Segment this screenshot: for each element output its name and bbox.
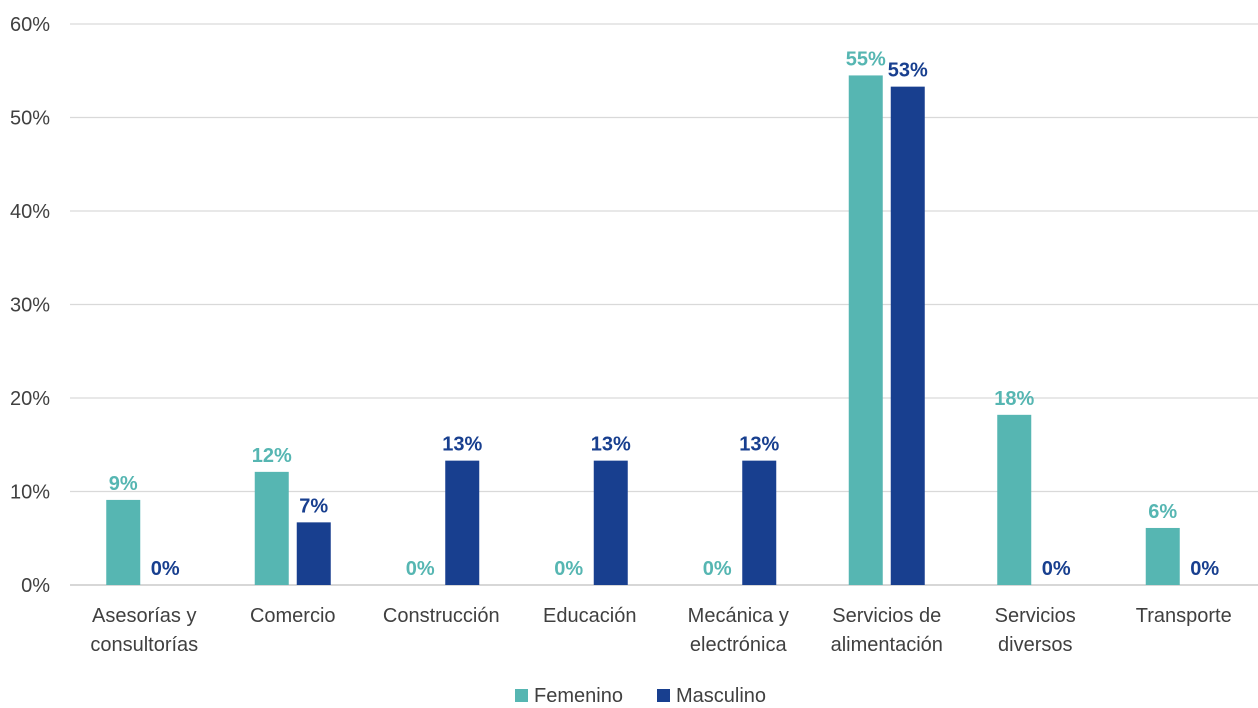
x-axis-categories: Asesorías y consultorías Comercio Construcc…	[90, 605, 1231, 656]
x-category-label: Comercio	[250, 605, 336, 627]
bar-femenino	[106, 499, 141, 585]
data-label-femenino: 9%	[109, 473, 138, 495]
legend-item-masculino: Masculino	[657, 685, 766, 707]
x-category-label: Transporte	[1136, 605, 1232, 627]
bar-femenino	[997, 414, 1032, 585]
data-labels: 9% 0% 12% 7% 0% 13% 0% 13% 0% 13% 55%53% 18% 0% 6% 0%	[109, 48, 1220, 580]
bar-masculino	[593, 460, 628, 585]
data-label-masculino: 13%	[442, 434, 482, 456]
y-tick-label: 20%	[10, 388, 50, 410]
bar-masculino	[890, 86, 925, 586]
data-label-masculino: 0%	[1042, 558, 1071, 580]
y-tick-label: 60%	[10, 14, 50, 36]
y-tick-label: 50%	[10, 108, 50, 130]
gridlines	[70, 23, 1258, 586]
legend-swatch	[657, 689, 670, 702]
x-category-label: Asesorías y consultorías	[90, 605, 198, 656]
x-category-label: Servicios de alimentación	[831, 605, 943, 656]
data-label-masculino: 53%	[888, 60, 928, 82]
data-label-femenino: 6%	[1148, 501, 1177, 523]
legend-swatch	[515, 689, 528, 702]
data-label-masculino: 13%	[739, 434, 779, 456]
bar-masculino	[445, 460, 480, 585]
data-label-femenino: 55%	[846, 48, 886, 70]
y-tick-label: 40%	[10, 201, 50, 223]
bars	[106, 75, 1180, 586]
x-category-label: Mecánica y electrónica	[688, 605, 789, 656]
data-label-femenino: 0%	[554, 558, 583, 580]
y-axis-ticks: 0% 10% 20% 30% 40% 50% 60%	[10, 14, 50, 597]
data-label-femenino: 12%	[252, 445, 292, 467]
data-label-femenino: 0%	[406, 558, 435, 580]
data-label-masculino: 0%	[151, 558, 180, 580]
data-label-femenino: 18%	[994, 388, 1034, 410]
bar-femenino	[848, 75, 883, 586]
bar-femenino	[254, 471, 289, 585]
y-tick-label: 10%	[10, 482, 50, 504]
x-category-label: Construcción	[383, 605, 500, 627]
x-category-label: Servicios diversos	[995, 605, 1076, 656]
y-tick-label: 0%	[21, 575, 50, 597]
bar-femenino	[1145, 527, 1180, 585]
data-label-masculino: 0%	[1190, 558, 1219, 580]
data-label-masculino: 13%	[591, 434, 631, 456]
legend-label: Femenino	[534, 685, 623, 707]
bar-masculino	[742, 460, 777, 585]
data-label-femenino: 0%	[703, 558, 732, 580]
legend-label: Masculino	[676, 685, 766, 707]
bar-masculino	[296, 522, 331, 585]
legend-item-femenino: Femenino	[515, 685, 623, 707]
data-label-masculino: 7%	[299, 495, 328, 517]
y-tick-label: 30%	[10, 295, 50, 317]
x-category-label: Educación	[543, 605, 636, 627]
legend: Femenino Masculino	[515, 685, 766, 707]
